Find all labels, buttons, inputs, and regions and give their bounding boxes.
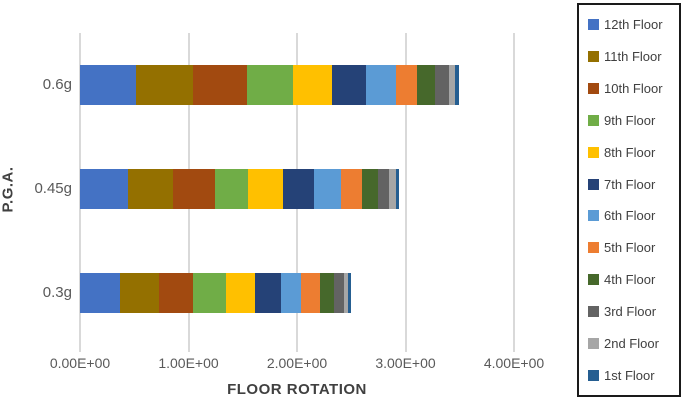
legend-swatch-icon (588, 51, 599, 63)
bar-segment-12th-floor (80, 273, 121, 313)
legend-swatch-icon (588, 114, 599, 126)
x-tick-label: 0.00E+00 (49, 355, 111, 371)
x-tick-label: 4.00E+00 (483, 355, 545, 371)
bar-segment-7th-floor (254, 273, 281, 313)
legend-item-5th-floor: 5th Floor (588, 240, 679, 255)
bar-segment-12th-floor (80, 169, 128, 209)
legend-label: 8th Floor (604, 144, 656, 160)
legend-label: 12th Floor (604, 17, 663, 33)
legend-label: 5th Floor (604, 240, 656, 256)
bar-segment-5th-floor (341, 169, 363, 209)
legend-label: 10th Floor (604, 81, 663, 97)
bar-0.3g (80, 273, 514, 313)
legend-item-10th-floor: 10th Floor (588, 81, 679, 96)
legend-label: 6th Floor (604, 208, 656, 224)
legend-item-3rd-floor: 3rd Floor (588, 304, 679, 319)
legend-label: 7th Floor (604, 176, 656, 192)
legend-item-11th-floor: 11th Floor (588, 49, 679, 64)
legend-item-7th-floor: 7th Floor (588, 177, 679, 192)
x-tick-label: 2.00E+00 (266, 355, 328, 371)
legend-label: 9th Floor (604, 112, 656, 128)
legend: 12th Floor 11th Floor 10th Floor 9th Floor 8… (577, 3, 681, 397)
bar-0.6g (80, 65, 514, 105)
legend-swatch-icon (588, 178, 599, 190)
category-label-0.3g: 0.3g (42, 284, 72, 301)
bar-segment-4th-floor (417, 65, 435, 105)
category-label-0.6g: 0.6g (42, 76, 72, 93)
legend-swatch-icon (588, 210, 599, 222)
legend-label: 3rd Floor (604, 303, 657, 319)
legend-swatch-icon (588, 274, 599, 286)
bar-segment-3rd-floor (333, 273, 344, 313)
legend-swatch-icon (588, 146, 599, 158)
bar-segment-1st-floor (395, 169, 399, 209)
x-axis-title: FLOOR ROTATION (227, 381, 367, 398)
plot-area (79, 33, 515, 352)
gridline (404, 33, 407, 352)
bar-segment-8th-floor (226, 273, 255, 313)
bar-segment-11th-floor (136, 65, 193, 105)
bar-segment-5th-floor (301, 273, 320, 313)
bar-segment-1st-floor (347, 273, 352, 313)
legend-swatch-icon (588, 305, 599, 317)
bar-segment-3rd-floor (378, 169, 390, 209)
legend-item-12th-floor: 12th Floor (588, 17, 679, 32)
legend-swatch-icon (588, 369, 599, 381)
legend-item-4th-floor: 4th Floor (588, 272, 679, 287)
bar-segment-8th-floor (292, 65, 332, 105)
x-tick-label: 3.00E+00 (375, 355, 436, 371)
legend-item-1st-floor: 1st Floor (588, 368, 679, 383)
legend-label: 1st Floor (604, 367, 655, 383)
x-tick-label: 1.00E+00 (158, 355, 219, 371)
bar-segment-12th-floor (80, 65, 137, 105)
bar-segment-6th-floor (366, 65, 396, 105)
bar-segment-2nd-floor (389, 169, 396, 209)
bar-segment-7th-floor (331, 65, 367, 105)
bar-segment-4th-floor (319, 273, 334, 313)
legend-item-6th-floor: 6th Floor (588, 208, 679, 223)
bar-segment-9th-floor (192, 273, 227, 313)
bar-segment-11th-floor (120, 273, 160, 313)
legend-item-8th-floor: 8th Floor (588, 145, 679, 160)
bar-segment-9th-floor (214, 169, 249, 209)
bar-0.45g (80, 169, 514, 209)
legend-item-9th-floor: 9th Floor (588, 113, 679, 128)
bar-segment-2nd-floor (343, 273, 348, 313)
bar-segment-7th-floor (282, 169, 315, 209)
bar-segment-10th-floor (159, 273, 193, 313)
legend-swatch-icon (588, 337, 599, 349)
bar-segment-1st-floor (455, 65, 459, 105)
legend-label: 2nd Floor (604, 335, 659, 351)
legend-label: 4th Floor (604, 272, 656, 288)
bar-segment-10th-floor (192, 65, 248, 105)
legend-label: 11th Floor (604, 49, 662, 65)
bar-segment-6th-floor (280, 273, 302, 313)
legend-swatch-icon (588, 242, 599, 254)
bar-segment-6th-floor (314, 169, 342, 209)
bar-segment-8th-floor (248, 169, 283, 209)
bar-segment-10th-floor (173, 169, 215, 209)
legend-item-2nd-floor: 2nd Floor (588, 336, 679, 351)
bar-segment-2nd-floor (448, 65, 456, 105)
legend-swatch-icon (588, 19, 599, 31)
bar-segment-9th-floor (247, 65, 293, 105)
category-label-0.45g: 0.45g (34, 180, 72, 197)
legend-swatch-icon (588, 83, 599, 95)
bar-segment-11th-floor (127, 169, 174, 209)
gridline (513, 33, 515, 352)
bar-segment-3rd-floor (434, 65, 449, 105)
bar-segment-5th-floor (395, 65, 418, 105)
bar-segment-4th-floor (362, 169, 379, 209)
